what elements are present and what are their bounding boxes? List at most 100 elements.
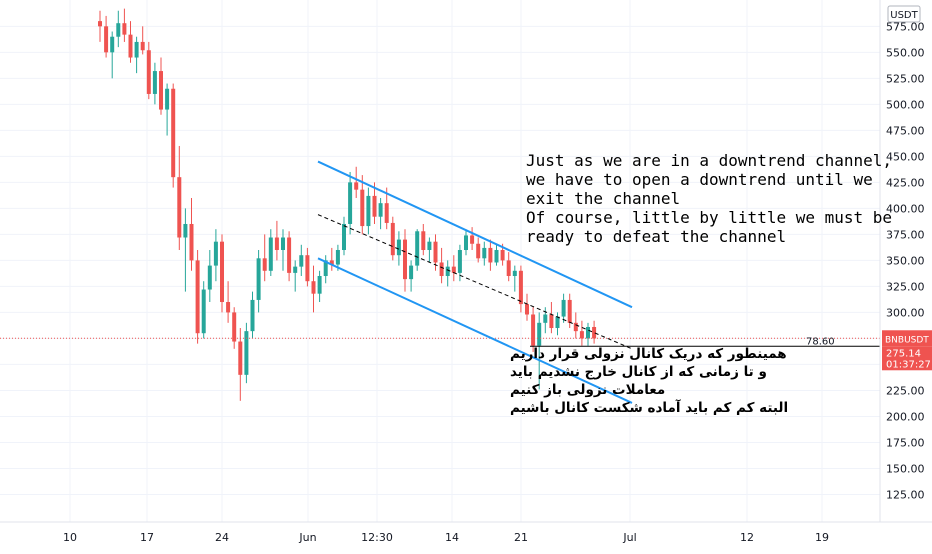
x-tick-label: 12 — [740, 531, 754, 544]
candle-body — [311, 281, 316, 294]
candle-body — [232, 312, 237, 342]
y-tick-label: 475.00 — [886, 124, 925, 137]
candle-body — [250, 299, 255, 332]
candle-body — [488, 247, 493, 263]
candle-body — [256, 258, 261, 300]
candle-body — [494, 249, 499, 263]
candle-body — [476, 243, 481, 259]
annotation-fa-line: البته کم کم باید آماده شکست کانال باشیم — [510, 399, 788, 416]
candle-body — [342, 223, 346, 250]
candle-body — [457, 249, 462, 273]
x-tick-label: 19 — [815, 531, 829, 544]
symbol-badge — [882, 330, 932, 347]
y-tick-label: 400.00 — [886, 202, 925, 215]
candle-body — [537, 322, 542, 346]
candle-body — [464, 235, 468, 250]
annotation-fa-line: معاملات نزولی باز کنیم — [510, 382, 665, 398]
candle-body — [470, 235, 475, 244]
candle-body — [98, 21, 102, 27]
candle-body — [525, 304, 529, 315]
drawing-layer: 78.60 — [0, 160, 880, 404]
candle-body — [177, 177, 182, 238]
candle-body — [549, 314, 554, 329]
currency-badge[interactable] — [887, 5, 921, 23]
candle-body — [299, 255, 304, 267]
candle-body — [244, 331, 249, 375]
channel-mid-line[interactable] — [317, 214, 633, 350]
candle-body — [317, 276, 322, 294]
annotation-fa-line: و تا زمانی که از کانال خارج نشدیم باید — [510, 364, 767, 380]
candle-body — [323, 260, 328, 277]
candle-body — [201, 289, 206, 334]
candle-body — [354, 182, 359, 190]
candle-body — [220, 241, 224, 303]
annotation-en-line: exit the channel — [526, 189, 680, 208]
candle-body — [293, 266, 298, 273]
x-tick-label: 21 — [514, 531, 528, 544]
x-tick-label: Jul — [622, 531, 636, 544]
candle-body — [348, 182, 353, 224]
y-tick-label: 150.00 — [886, 462, 925, 475]
candle-body — [195, 260, 200, 334]
channel-upper-line[interactable] — [317, 160, 633, 309]
x-tick-label: 24 — [215, 531, 229, 544]
channel-lower-line[interactable] — [317, 257, 633, 404]
candle-body — [189, 223, 194, 261]
candle-layer — [98, 8, 597, 401]
candle-body — [262, 258, 267, 271]
y-tick-label: 325.00 — [886, 280, 925, 293]
candle-body — [366, 195, 371, 227]
candle-body — [305, 255, 310, 282]
candle-body — [433, 241, 438, 263]
candle-body — [281, 237, 285, 250]
price-badge — [882, 346, 932, 371]
candle-body — [543, 314, 548, 323]
candle-body — [122, 23, 127, 35]
candle-body — [506, 260, 511, 277]
candle-body — [171, 88, 176, 178]
y-tick-label: 500.00 — [886, 98, 925, 111]
candle-body — [329, 260, 334, 265]
candle-body — [421, 231, 426, 250]
y-tick-label: 175.00 — [886, 436, 925, 449]
symbol-badge-text: BNBUSDT — [885, 335, 929, 345]
currency-badge-text: USDT — [890, 10, 918, 21]
candle-body — [372, 195, 377, 217]
x-tick-label: Jun — [298, 531, 316, 544]
candle-body — [427, 241, 432, 250]
annotation-en-line: we have to open a downtrend until we — [526, 170, 873, 189]
candle-body — [573, 322, 578, 332]
annotation-layer: Just as we are in a downtrend channel, w… — [510, 151, 892, 416]
candle-body — [335, 249, 340, 265]
candle-body — [445, 266, 450, 277]
candle-body — [268, 237, 273, 271]
y-tick-label: 575.00 — [886, 20, 925, 33]
candle-body — [207, 265, 212, 290]
level-label: 78.60 — [806, 336, 835, 347]
candle-body — [482, 247, 487, 259]
y-tick-label: 525.00 — [886, 72, 925, 85]
candle-body — [384, 203, 389, 223]
candle-body — [378, 203, 383, 217]
candle-body — [579, 331, 584, 339]
candle-body — [213, 241, 218, 266]
candle-body — [116, 23, 121, 37]
candle-body — [134, 41, 139, 58]
y-tick-label: 425.00 — [886, 176, 925, 189]
candle-body — [390, 222, 395, 256]
candle-body — [104, 26, 109, 53]
candle-body — [518, 270, 523, 305]
candle-body — [140, 41, 145, 51]
candle-body — [165, 88, 170, 110]
x-tick-label: 12:30 — [361, 531, 393, 544]
candle-body — [360, 189, 365, 227]
candle-body — [567, 299, 572, 323]
y-tick-label: 550.00 — [886, 46, 925, 59]
candle-body — [110, 36, 115, 53]
x-tick-label: 14 — [445, 531, 459, 544]
